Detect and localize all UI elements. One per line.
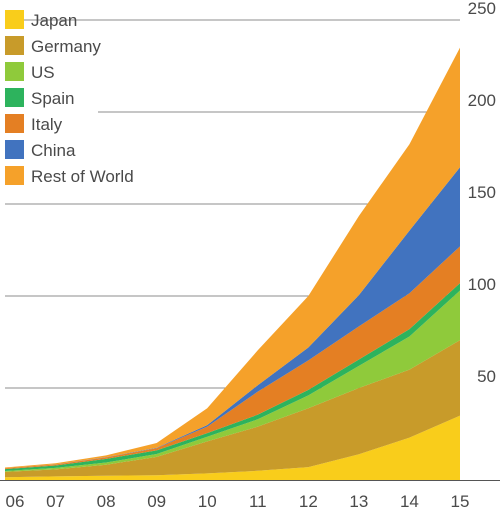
y-tick-label-250: 250 (468, 0, 496, 18)
x-tick-label-12: 12 (299, 492, 318, 511)
area-japan (5, 415, 460, 480)
legend-swatch-italy (5, 114, 24, 133)
x-tick-label-15: 15 (451, 492, 470, 511)
y-tick-label-150: 150 (468, 183, 496, 202)
legend-swatch-us (5, 62, 24, 81)
legend-swatch-rest-of-world (5, 166, 24, 185)
x-tick-label-07: 07 (46, 492, 65, 511)
x-axis-ticks: 06 07 08 09 10 11 12 13 14 15 (6, 492, 470, 511)
legend: Japan Germany US Spain Italy China Rest of Wor… (5, 10, 134, 186)
y-tick-label-50: 50 (477, 367, 496, 386)
x-tick-label-09: 09 (147, 492, 166, 511)
legend-swatch-germany (5, 36, 24, 55)
x-tick-label-14: 14 (400, 492, 419, 511)
legend-label-china: China (31, 141, 76, 160)
x-tick-label-06: 06 (6, 492, 25, 511)
legend-label-italy: Italy (31, 115, 63, 134)
legend-label-spain: Spain (31, 89, 74, 108)
legend-swatch-china (5, 140, 24, 159)
legend-label-rest-of-world: Rest of World (31, 167, 134, 186)
y-tick-label-200: 200 (468, 91, 496, 110)
area-us (5, 290, 460, 472)
legend-swatch-japan (5, 10, 24, 29)
legend-label-germany: Germany (31, 37, 101, 56)
x-tick-label-13: 13 (349, 492, 368, 511)
y-axis-ticks: 50 100 150 200 250 (468, 0, 496, 386)
y-tick-label-100: 100 (468, 275, 496, 294)
area-china (5, 167, 460, 469)
legend-label-japan: Japan (31, 11, 77, 30)
legend-swatch-spain (5, 88, 24, 107)
x-tick-label-11: 11 (249, 492, 267, 511)
x-tick-label-08: 08 (97, 492, 116, 511)
area-rest-of-world (5, 47, 460, 469)
legend-label-us: US (31, 63, 55, 82)
area-germany (5, 340, 460, 478)
area-series (5, 47, 460, 480)
x-tick-label-10: 10 (198, 492, 217, 511)
